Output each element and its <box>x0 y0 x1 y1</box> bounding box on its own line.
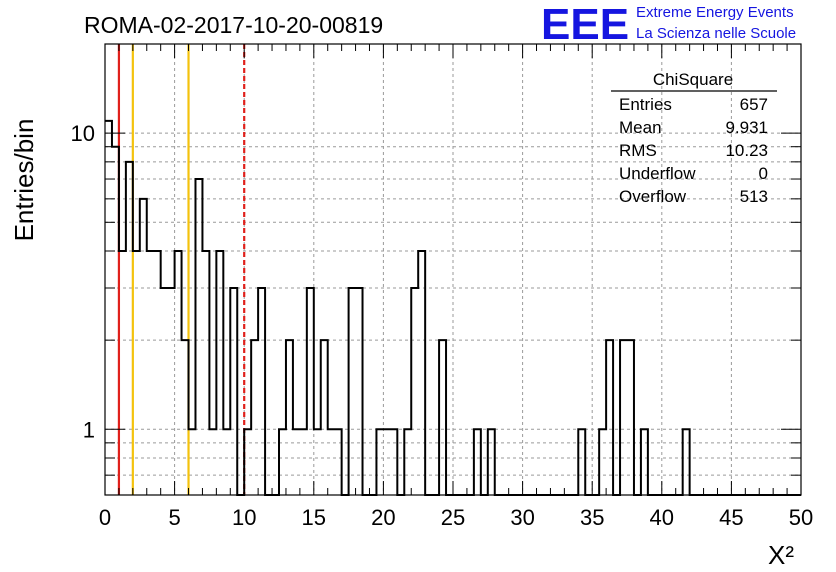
x-axis-title: X² <box>768 540 794 570</box>
eee-logo: EEE Extreme Energy Events La Scienza nel… <box>541 0 796 49</box>
stats-value: 513 <box>740 187 768 206</box>
stats-label: Mean <box>619 118 662 137</box>
x-tick-label: 5 <box>168 505 180 530</box>
grid-lines <box>105 44 801 495</box>
stats-box: ChiSquare Entries 657 Mean 9.931 RMS 10.… <box>611 70 777 206</box>
x-tick-label: 10 <box>232 505 256 530</box>
x-tick-label: 20 <box>371 505 395 530</box>
stats-label: RMS <box>619 141 657 160</box>
logo-line-2: La Scienza nelle Scuole <box>636 25 796 42</box>
logo-line-1: Extreme Energy Events <box>636 4 794 21</box>
x-tick-label: 50 <box>789 505 813 530</box>
x-tick-label: 30 <box>510 505 534 530</box>
y-tick-labels: 1 10 <box>71 121 95 442</box>
x-tick-label: 40 <box>650 505 674 530</box>
stats-title: ChiSquare <box>653 70 733 89</box>
axis-ticks <box>104 44 802 495</box>
logo-letters: EEE <box>541 0 629 49</box>
stats-label: Underflow <box>619 164 696 183</box>
stats-label: Overflow <box>619 187 687 206</box>
x-tick-label: 25 <box>441 505 465 530</box>
stats-value: 0 <box>759 164 768 183</box>
plot-title: ROMA-02-2017-10-20-00819 <box>84 12 383 38</box>
y-axis-title: Entries/bin <box>9 119 39 242</box>
x-tick-label: 0 <box>99 505 111 530</box>
x-tick-labels: 0 5 10 15 20 25 30 35 40 45 50 <box>99 505 813 530</box>
stats-value: 10.23 <box>725 141 768 160</box>
y-tick-label: 10 <box>71 121 95 146</box>
x-tick-label: 15 <box>302 505 326 530</box>
x-tick-label: 45 <box>719 505 743 530</box>
stats-value: 657 <box>740 95 768 114</box>
y-tick-label: 1 <box>83 417 95 442</box>
stats-value: 9.931 <box>725 118 768 137</box>
histogram-outline <box>105 119 801 496</box>
x-tick-label: 35 <box>580 505 604 530</box>
stats-label: Entries <box>619 95 672 114</box>
